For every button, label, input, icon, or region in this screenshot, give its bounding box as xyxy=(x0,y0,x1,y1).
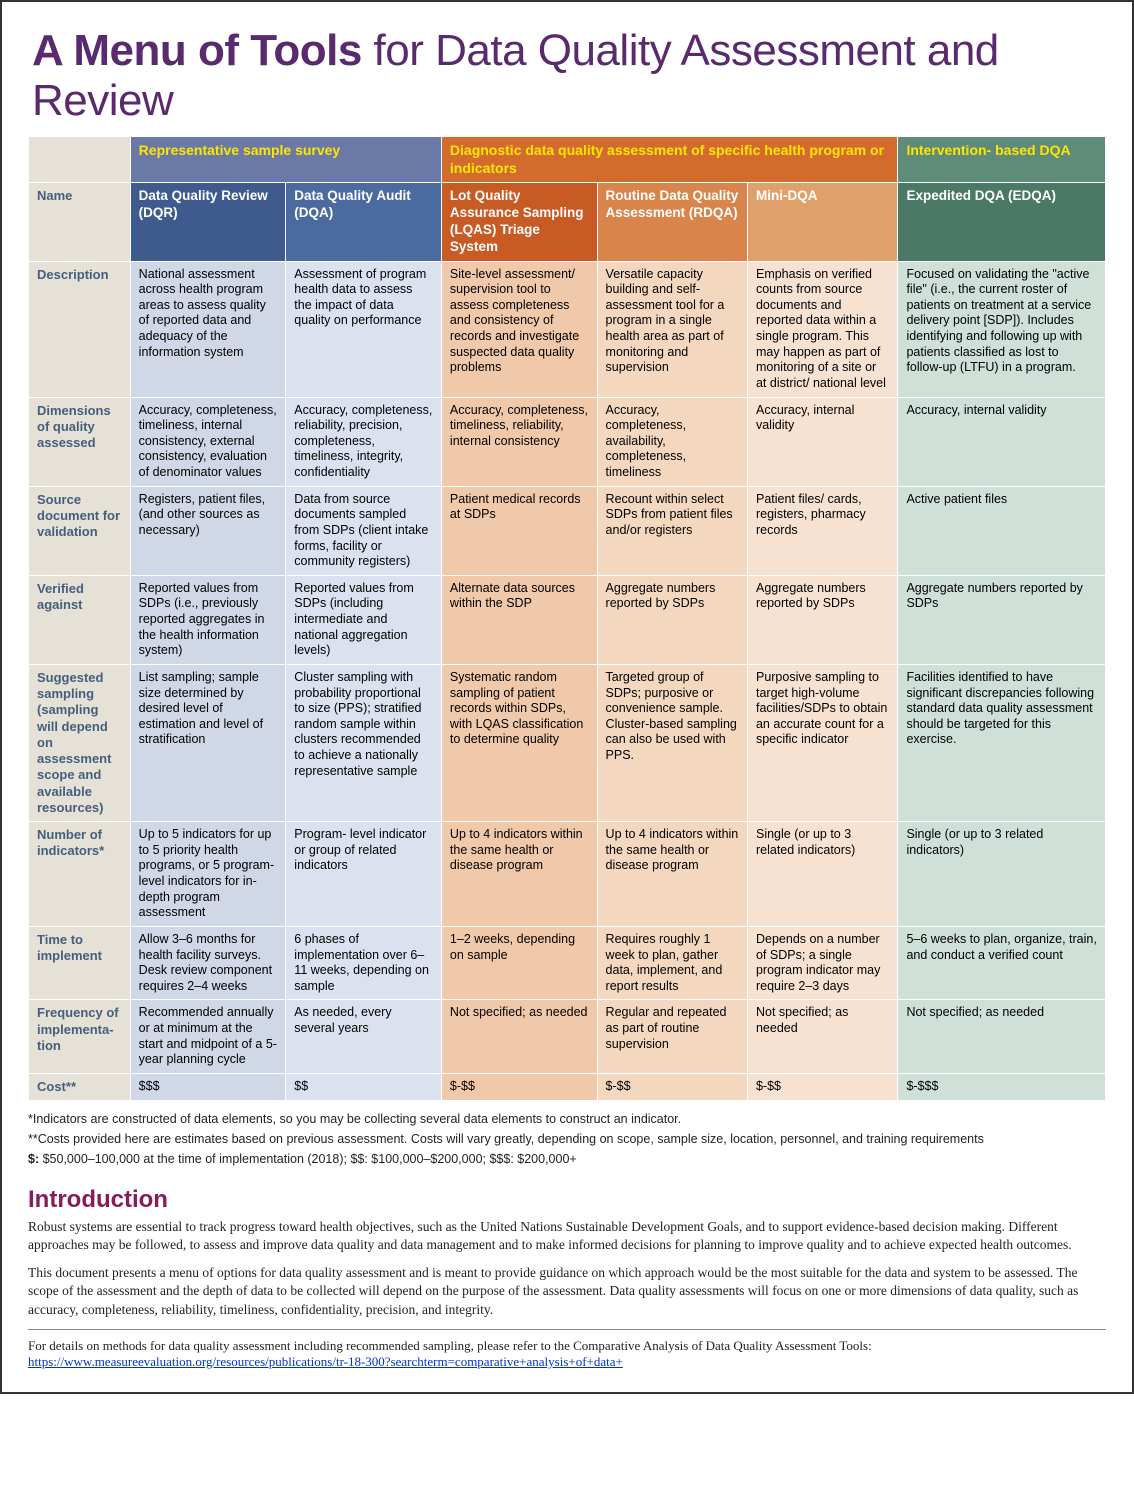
table-cell: Accuracy, completeness, reliability, pre… xyxy=(286,397,442,486)
table-cell: Up to 5 indicators for up to 5 priority … xyxy=(130,822,286,927)
footnotes: *Indicators are constructed of data elem… xyxy=(28,1111,1106,1168)
table-cell: Depends on a number of SDPs; a single pr… xyxy=(747,926,897,1000)
table-cell: Regular and repeated as part of routine … xyxy=(597,1000,747,1074)
table-cell: Facilities identified to have significan… xyxy=(898,664,1106,821)
table-cell: Aggregate numbers reported by SDPs xyxy=(747,575,897,664)
row-label-name: Name xyxy=(29,183,131,262)
footer-link[interactable]: https://www.measureevaluation.org/resour… xyxy=(28,1354,623,1369)
table-cell: Not specified; as needed xyxy=(747,1000,897,1074)
page-title: A Menu of Tools for Data Quality Assessm… xyxy=(32,26,1106,126)
table-cell: List sampling; sample size determined by… xyxy=(130,664,286,821)
table-cell: Reported values from SDPs (including int… xyxy=(286,575,442,664)
row-label: Source document for validation xyxy=(29,486,131,575)
row-label: Number of indicators* xyxy=(29,822,131,927)
table-cell: Not specified; as needed xyxy=(898,1000,1106,1074)
row-label: Time to implement xyxy=(29,926,131,1000)
table-cell: Alternate data sources within the SDP xyxy=(441,575,597,664)
title-bold: A Menu of Tools xyxy=(32,26,362,75)
table-cell: $-$$ xyxy=(597,1073,747,1100)
table-cell: National assessment across health progra… xyxy=(130,261,286,397)
table-cell: Accuracy, completeness, availability, co… xyxy=(597,397,747,486)
table-cell: 1–2 weeks, depending on sample xyxy=(441,926,597,1000)
table-cell: Active patient files xyxy=(898,486,1106,575)
corner-cell xyxy=(29,137,131,183)
footer-text: For details on methods for data quality … xyxy=(28,1338,872,1353)
footer-reference: For details on methods for data quality … xyxy=(28,1338,1106,1370)
table-cell: Requires roughly 1 week to plan, gather … xyxy=(597,926,747,1000)
footnote-cost-legend: $: $50,000–100,000 at the time of implem… xyxy=(28,1151,1106,1168)
table-cell: Single (or up to 3 related indicators) xyxy=(747,822,897,927)
row-label: Dimensions of quality assessed xyxy=(29,397,131,486)
table-cell: Data from source documents sampled from … xyxy=(286,486,442,575)
intro-paragraph-1: Robust systems are essential to track pr… xyxy=(28,1218,1106,1254)
table-cell: Registers, patient files, (and other sou… xyxy=(130,486,286,575)
table-cell: Systematic random sampling of patient re… xyxy=(441,664,597,821)
tool-header: Routine Data Quality Assessment (RDQA) xyxy=(597,183,747,262)
table-cell: Recommended annually or at minimum at th… xyxy=(130,1000,286,1074)
footnote-costs: **Costs provided here are estimates base… xyxy=(28,1131,1106,1148)
table-cell: Site-level assessment/ supervision tool … xyxy=(441,261,597,397)
table-cell: Aggregate numbers reported by SDPs xyxy=(597,575,747,664)
table-cell: Accuracy, internal validity xyxy=(747,397,897,486)
table-cell: Allow 3–6 months for health facility sur… xyxy=(130,926,286,1000)
row-label: Suggested sampling (sampling will depend… xyxy=(29,664,131,821)
table-cell: Single (or up to 3 related indicators) xyxy=(898,822,1106,927)
table-cell: Up to 4 indicators within the same healt… xyxy=(441,822,597,927)
row-label: Cost** xyxy=(29,1073,131,1100)
table-cell: Accuracy, completeness, timeliness, reli… xyxy=(441,397,597,486)
table-cell: $$$ xyxy=(130,1073,286,1100)
table-cell: Emphasis on verified counts from source … xyxy=(747,261,897,397)
table-cell: Focused on validating the "active file" … xyxy=(898,261,1106,397)
table-cell: Recount within select SDPs from patient … xyxy=(597,486,747,575)
table-cell: Reported values from SDPs (i.e., previou… xyxy=(130,575,286,664)
table-cell: 5–6 weeks to plan, organize, train, and … xyxy=(898,926,1106,1000)
intro-paragraph-2: This document presents a menu of options… xyxy=(28,1264,1106,1319)
introduction-text: Robust systems are essential to track pr… xyxy=(28,1218,1106,1319)
tool-header: Lot Quality Assurance Sampling (LQAS) Tr… xyxy=(441,183,597,262)
table-cell: Accuracy, internal validity xyxy=(898,397,1106,486)
table-cell: $-$$ xyxy=(441,1073,597,1100)
category-header: Intervention- based DQA xyxy=(898,137,1106,183)
table-cell: 6 phases of implementation over 6–11 wee… xyxy=(286,926,442,1000)
table-cell: Up to 4 indicators within the same healt… xyxy=(597,822,747,927)
table-cell: $-$$$ xyxy=(898,1073,1106,1100)
separator-rule xyxy=(28,1329,1106,1330)
table-cell: Cluster sampling with probability propor… xyxy=(286,664,442,821)
tool-header: Mini-DQA xyxy=(747,183,897,262)
table-cell: Aggregate numbers reported by SDPs xyxy=(898,575,1106,664)
tool-header: Expedited DQA (EDQA) xyxy=(898,183,1106,262)
row-label: Description xyxy=(29,261,131,397)
table-cell: Accuracy, completeness, timeliness, inte… xyxy=(130,397,286,486)
category-header: Representative sample survey xyxy=(130,137,441,183)
table-cell: As needed, every several years xyxy=(286,1000,442,1074)
category-header: Diagnostic data quality assessment of sp… xyxy=(441,137,898,183)
table-cell: Patient medical records at SDPs xyxy=(441,486,597,575)
tool-header: Data Quality Audit (DQA) xyxy=(286,183,442,262)
introduction-heading: Introduction xyxy=(28,1186,1106,1214)
footnote-indicators: *Indicators are constructed of data elem… xyxy=(28,1111,1106,1128)
table-cell: Patient files/ cards, registers, pharmac… xyxy=(747,486,897,575)
table-cell: Program- level indicator or group of rel… xyxy=(286,822,442,927)
table-cell: Assessment of program health data to ass… xyxy=(286,261,442,397)
document-page: A Menu of Tools for Data Quality Assessm… xyxy=(0,0,1134,1394)
table-cell: Versatile capacity building and self-ass… xyxy=(597,261,747,397)
table-cell: $$ xyxy=(286,1073,442,1100)
tool-header: Data Quality Review (DQR) xyxy=(130,183,286,262)
table-cell: Targeted group of SDPs; purposive or con… xyxy=(597,664,747,821)
tools-comparison-table: Representative sample surveyDiagnostic d… xyxy=(28,136,1106,1101)
table-cell: $-$$ xyxy=(747,1073,897,1100)
row-label: Verified against xyxy=(29,575,131,664)
table-cell: Not specified; as needed xyxy=(441,1000,597,1074)
table-cell: Purposive sampling to target high-volume… xyxy=(747,664,897,821)
row-label: Frequency of implementa-tion xyxy=(29,1000,131,1074)
